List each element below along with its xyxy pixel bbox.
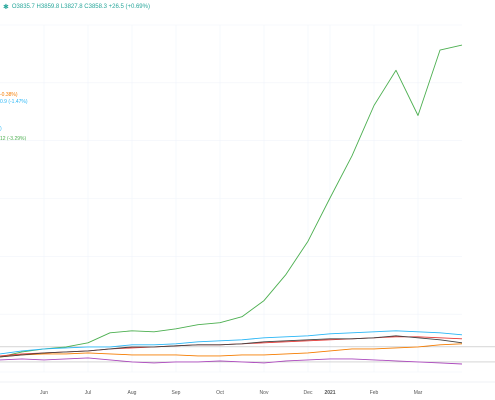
ohlc-readout: ✱ O3835.7 H3859.8 L3827.8 C3858.3 +26.5 … (3, 3, 150, 11)
series-line-2 (0, 343, 463, 358)
x-tick-label: Oct (216, 390, 224, 396)
x-tick-label: Nov (260, 390, 269, 396)
legend-fragment: 0.9 (-1.47%) (0, 99, 28, 105)
x-tick-label: Sep (172, 390, 181, 396)
legend-fragment: ) (0, 126, 2, 132)
x-tick-label: 2021 (324, 390, 335, 396)
ohlc-text: O3835.7 H3859.8 L3827.8 C3858.3 +26.5 (+… (11, 4, 150, 10)
x-axis: Jun Jul Aug Sep Oct Nov Dec 2021 Feb Mar (0, 381, 495, 396)
x-tick-label: Aug (128, 390, 137, 396)
legend-fragment: 12 (-3.29%) (0, 136, 27, 142)
grid (0, 24, 495, 373)
x-tick-label: Mar (414, 390, 423, 396)
star-icon[interactable]: ✱ (3, 4, 9, 11)
series-line-1 (0, 330, 463, 355)
series-line-3 (0, 357, 463, 365)
legend-fragment: -0.38%) (0, 92, 18, 98)
series-line-5 (0, 335, 463, 358)
x-tick-label: Jun (40, 390, 48, 396)
x-tick-label: Dec (304, 390, 313, 396)
x-tick-label: Jul (85, 390, 91, 396)
series-line-0 (0, 44, 463, 358)
x-tick-label: Feb (370, 390, 379, 396)
series-lines (0, 44, 463, 365)
